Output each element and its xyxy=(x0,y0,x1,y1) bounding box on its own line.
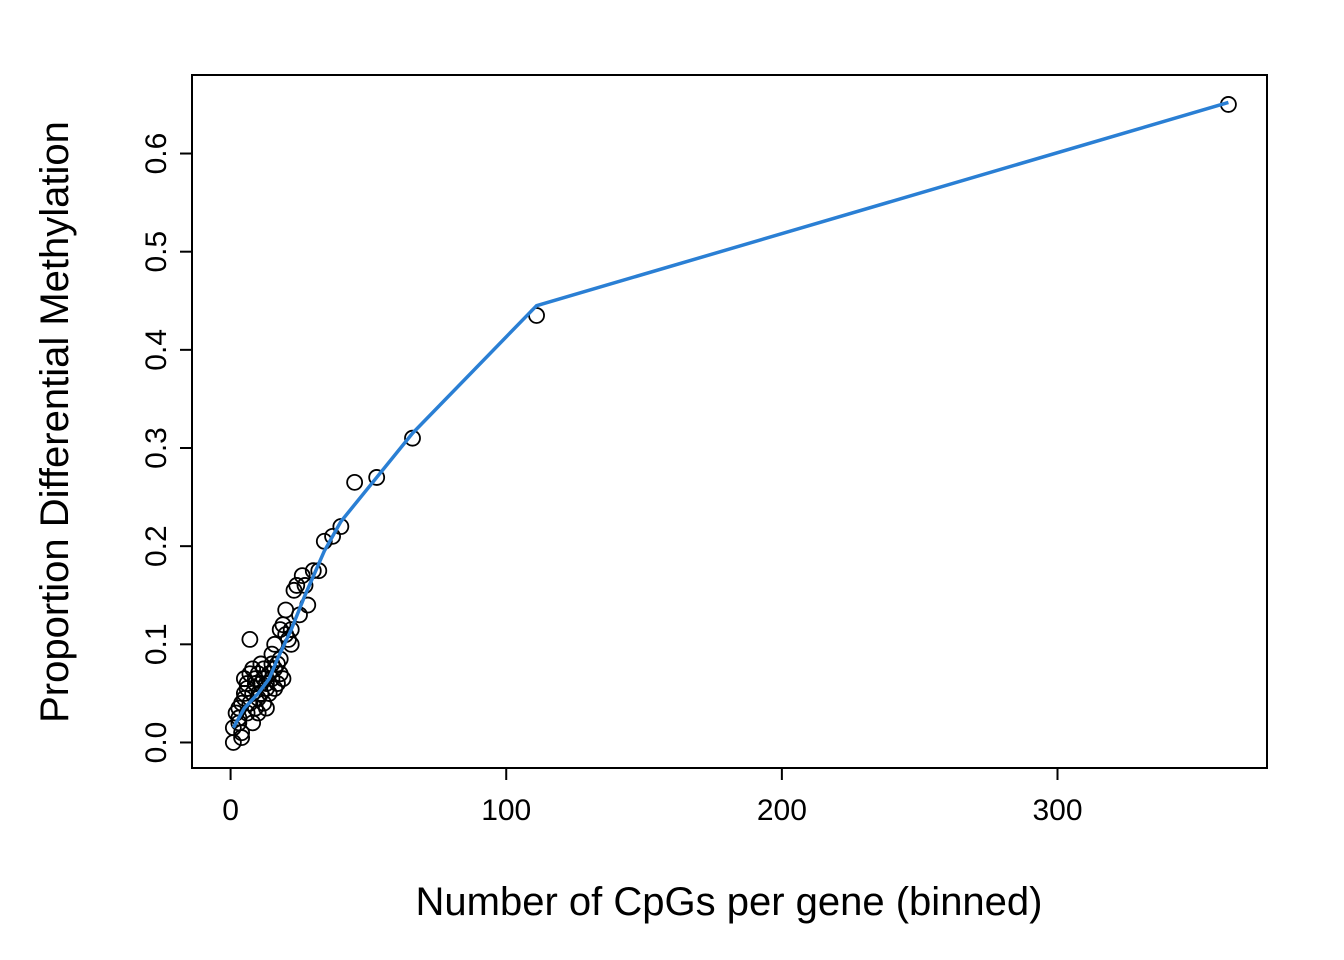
data-point xyxy=(404,429,421,447)
data-point xyxy=(241,631,259,648)
y-axis: 0.0 0.1 0.2 0.3 0.4 0.5 0.6 xyxy=(140,133,193,764)
data-point xyxy=(277,601,295,619)
data-point xyxy=(293,567,311,585)
data-point xyxy=(346,473,364,491)
data-point xyxy=(258,675,275,692)
data-point xyxy=(233,729,251,746)
data-point xyxy=(324,527,341,545)
data-point xyxy=(241,694,259,712)
y-tick-label: 0.2 xyxy=(140,525,173,567)
x-tick-label: 100 xyxy=(481,794,531,827)
x-tick-label: 0 xyxy=(222,794,239,827)
data-point xyxy=(238,675,256,692)
y-tick-label: 0.1 xyxy=(140,623,173,665)
data-point xyxy=(288,577,306,594)
x-tick-label: 300 xyxy=(1032,794,1082,827)
data-point xyxy=(269,675,286,692)
data-point xyxy=(282,621,300,638)
data-points xyxy=(224,96,1237,751)
data-point xyxy=(274,670,292,688)
y-tick-label: 0.6 xyxy=(140,133,173,175)
plot-frame xyxy=(191,74,1268,769)
data-point xyxy=(368,469,386,486)
y-tick-label: 0.0 xyxy=(140,722,173,764)
x-axis-title: Number of CpGs per gene (binned) xyxy=(416,880,1043,924)
y-tick-label: 0.3 xyxy=(140,427,173,469)
y-tick-label: 0.4 xyxy=(140,329,173,371)
y-axis-title: Proportion Differential Methylation xyxy=(33,121,77,723)
smooth-line xyxy=(231,100,1229,729)
x-axis: 0 100 200 300 xyxy=(222,767,1083,827)
y-tick-label: 0.5 xyxy=(140,231,173,273)
x-tick-label: 200 xyxy=(757,794,807,827)
